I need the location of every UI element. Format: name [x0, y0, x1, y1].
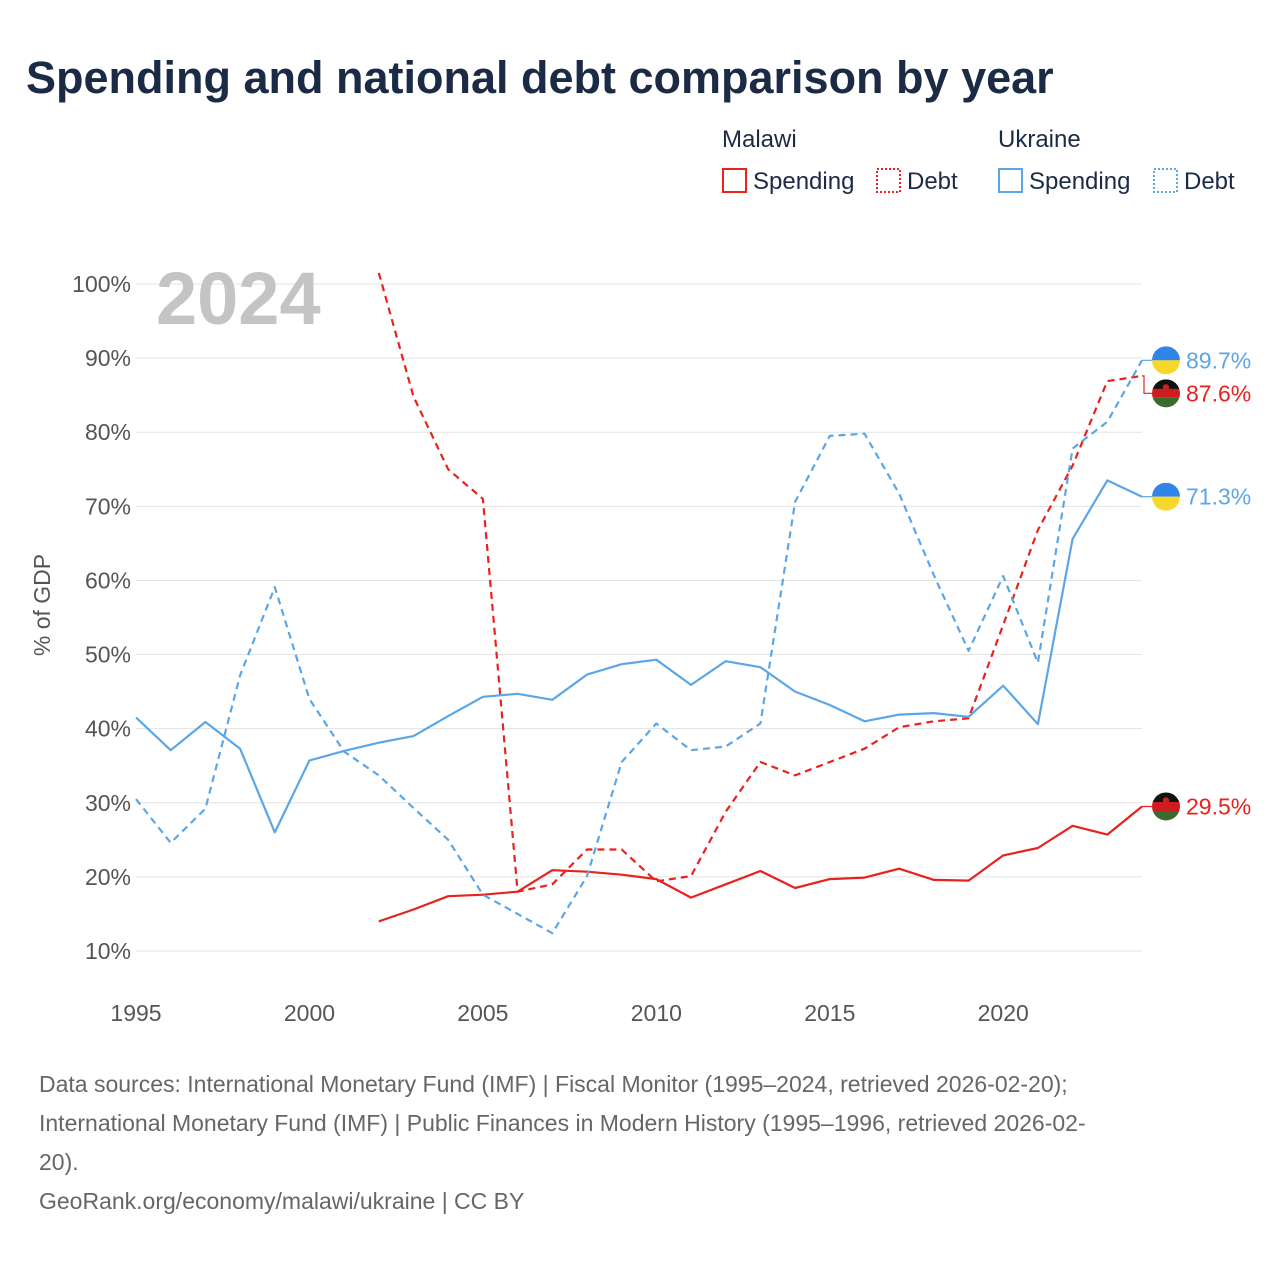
y-tick-label-40: 40% [85, 716, 131, 742]
series-lines [135, 272, 1143, 935]
gridlines [136, 283, 1142, 952]
source-line-2: International Monetary Fund (IMF) | Publ… [39, 1110, 1086, 1136]
series-line-malawi-spending[interactable] [378, 805, 1143, 923]
y-axis-ticks: 10% 20% 30% 40% 50% 60% 70% 80% 90% 100% [72, 271, 131, 964]
legend-label-ukraine-debt: Debt [1184, 168, 1235, 195]
x-tick-label-1995: 1995 [110, 1000, 161, 1026]
malawi-flag-icon [1152, 792, 1180, 821]
ukraine-flag-icon [1152, 482, 1180, 511]
end-connector-malawi-debt [1142, 375, 1152, 394]
y-axis-label: % of GDP [29, 554, 55, 656]
y-tick-label-10: 10% [85, 938, 131, 964]
source-line-1: Data sources: International Monetary Fun… [39, 1071, 1068, 1097]
end-labels: 29.5% 87.6% 71.3% 89.7% [1142, 346, 1251, 821]
x-tick-label-2000: 2000 [284, 1000, 335, 1026]
legend-swatch-malawi-spending [722, 168, 747, 193]
legend-group-label-ukraine: Ukraine [998, 126, 1081, 153]
legend-group-label-malawi: Malawi [722, 126, 797, 153]
legend-group-ukraine[interactable]: Ukraine Spending Debt [998, 126, 1235, 195]
legend-label-malawi-debt: Debt [907, 168, 958, 195]
malawi-flag-icon [1152, 379, 1180, 408]
y-tick-label-50: 50% [85, 642, 131, 668]
y-tick-label-90: 90% [85, 345, 131, 371]
series-line-ukraine-spending[interactable] [135, 479, 1143, 834]
ukraine-flag-icon [1152, 346, 1180, 375]
y-tick-label-30: 30% [85, 790, 131, 816]
x-tick-label-2020: 2020 [978, 1000, 1029, 1026]
source-credit[interactable]: GeoRank.org/economy/malawi/ukraine | CC … [39, 1188, 524, 1214]
series-line-malawi-debt[interactable] [377, 272, 1143, 893]
series-line-ukraine-debt[interactable] [135, 359, 1143, 935]
legend-swatch-malawi-debt [876, 168, 901, 193]
end-label-ukraine-debt: 89.7% [1186, 347, 1251, 373]
legend: Malawi Spending Debt Ukraine Spending De… [722, 126, 1235, 195]
end-label-malawi-debt: 87.6% [1186, 380, 1251, 406]
source-line-3: 20). [39, 1149, 79, 1175]
legend-label-malawi-spending: Spending [753, 168, 854, 195]
y-tick-label-60: 60% [85, 567, 131, 593]
chart-title: Spending and national debt comparison by… [26, 52, 1054, 103]
x-tick-label-2005: 2005 [457, 1000, 508, 1026]
legend-label-ukraine-spending: Spending [1029, 168, 1130, 195]
legend-group-malawi[interactable]: Malawi Spending Debt [722, 126, 958, 195]
legend-swatch-ukraine-debt [1153, 168, 1178, 193]
end-label-ukraine-spending: 71.3% [1186, 484, 1251, 510]
y-tick-label-20: 20% [85, 864, 131, 890]
x-tick-label-2010: 2010 [631, 1000, 682, 1026]
legend-swatch-ukraine-spending [998, 168, 1023, 193]
y-tick-label-100: 100% [72, 271, 131, 297]
year-watermark: 2024 [156, 257, 321, 340]
y-tick-label-70: 70% [85, 493, 131, 519]
x-tick-label-2015: 2015 [804, 1000, 855, 1026]
y-tick-label-80: 80% [85, 419, 131, 445]
end-label-malawi-spending: 29.5% [1186, 793, 1251, 819]
source-block: Data sources: International Monetary Fun… [39, 1071, 1086, 1214]
x-axis-ticks: 1995 2000 2005 2010 2015 2020 [110, 1000, 1028, 1026]
